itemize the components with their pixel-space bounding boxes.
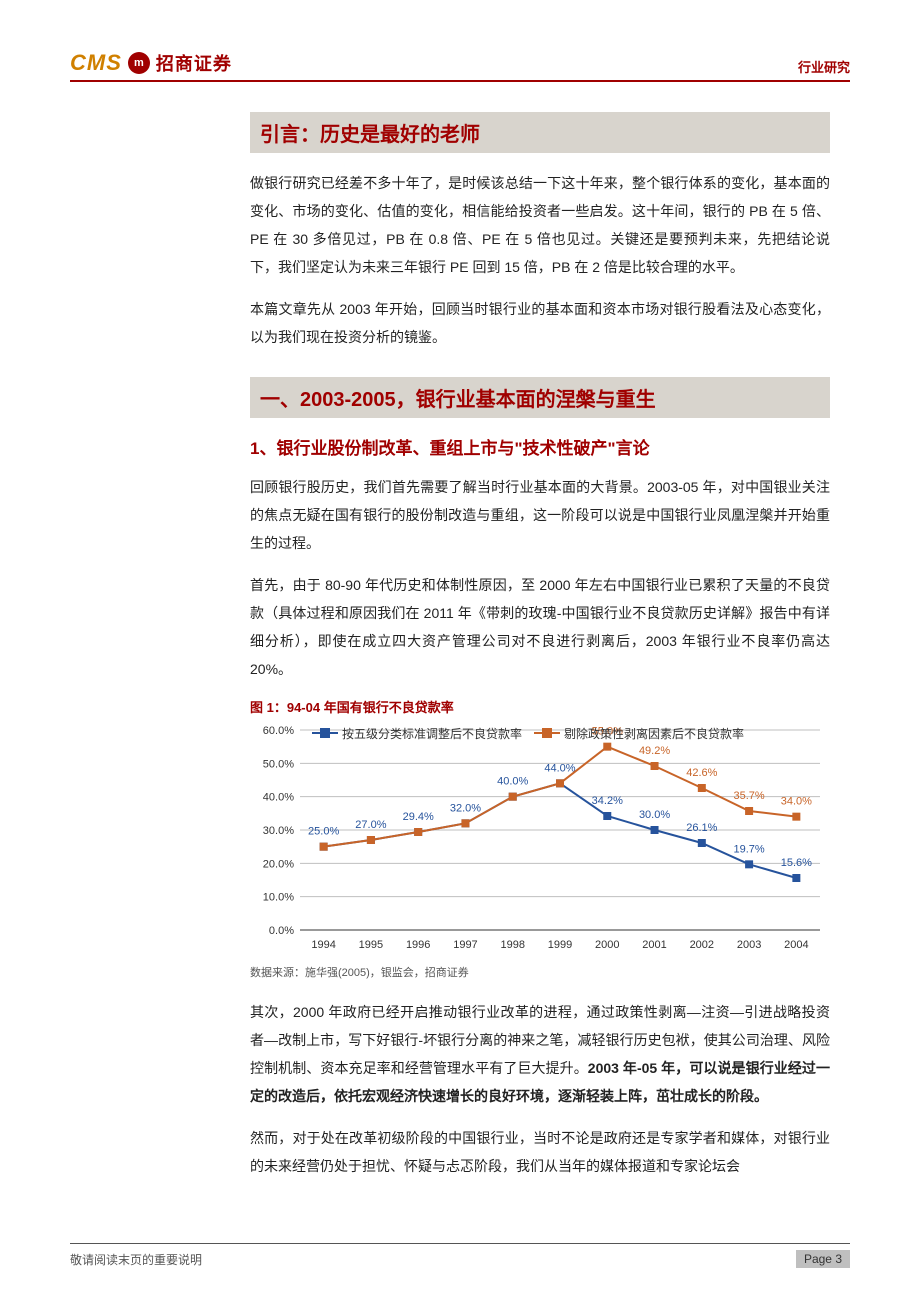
svg-text:60.0%: 60.0% xyxy=(263,725,294,737)
svg-text:2002: 2002 xyxy=(690,939,714,951)
svg-text:50.0%: 50.0% xyxy=(263,758,294,770)
svg-text:34.2%: 34.2% xyxy=(592,795,623,807)
page-header: CMS m 招商证券 行业研究 xyxy=(70,50,850,82)
logo-block: CMS m 招商证券 xyxy=(70,50,232,76)
svg-text:2003: 2003 xyxy=(737,939,761,951)
svg-text:35.7%: 35.7% xyxy=(733,790,764,802)
svg-text:2000: 2000 xyxy=(595,939,619,951)
svg-text:1994: 1994 xyxy=(311,939,335,951)
section1-p3: 其次，2000 年政府已经开启推动银行业改革的进程，通过政策性剥离—注资—引进战… xyxy=(250,998,830,1110)
intro-p1: 做银行研究已经差不多十年了，是时候该总结一下这十年来，整个银行体系的变化，基本面… xyxy=(250,169,830,281)
svg-text:30.0%: 30.0% xyxy=(639,809,670,821)
svg-text:1996: 1996 xyxy=(406,939,430,951)
figure1-title: 图 1：94-04 年国有银行不良贷款率 xyxy=(250,697,830,716)
section1-p2: 首先，由于 80-90 年代历史和体制性原因，至 2000 年左右中国银行业已累… xyxy=(250,571,830,683)
logo-en: CMS xyxy=(70,50,122,76)
svg-text:剔除政策性剥离因素后不良贷款率: 剔除政策性剥离因素后不良贷款率 xyxy=(564,726,744,741)
section1-title: 一、2003-2005，银行业基本面的涅槃与重生 xyxy=(250,377,830,418)
svg-text:32.0%: 32.0% xyxy=(450,802,481,814)
svg-text:15.6%: 15.6% xyxy=(781,857,812,869)
svg-text:1999: 1999 xyxy=(548,939,572,951)
footer-note: 敬请阅读末页的重要说明 xyxy=(70,1251,202,1268)
svg-text:2004: 2004 xyxy=(784,939,808,951)
header-category: 行业研究 xyxy=(798,57,850,76)
svg-text:30.0%: 30.0% xyxy=(263,825,294,837)
svg-text:29.4%: 29.4% xyxy=(403,811,434,823)
npl-line-chart: 0.0% 10.0% 20.0% 30.0% 40.0% 50.0% 60.0% 1994 19… xyxy=(250,720,830,960)
logo-cn: 招商证券 xyxy=(156,50,232,76)
svg-text:42.6%: 42.6% xyxy=(686,767,717,779)
svg-text:27.0%: 27.0% xyxy=(355,819,386,831)
page-footer: 敬请阅读末页的重要说明 Page 3 xyxy=(70,1243,850,1268)
svg-text:49.2%: 49.2% xyxy=(639,745,670,757)
section1-sub1: 1、银行业股份制改革、重组上市与"技术性破产"言论 xyxy=(250,434,830,459)
svg-text:1997: 1997 xyxy=(453,939,477,951)
svg-text:44.0%: 44.0% xyxy=(544,762,575,774)
svg-text:19.7%: 19.7% xyxy=(733,843,764,855)
intro-p2: 本篇文章先从 2003 年开始，回顾当时银行业的基本面和资本市场对银行股看法及心… xyxy=(250,295,830,351)
svg-text:26.1%: 26.1% xyxy=(686,822,717,834)
section1-p4: 然而，对于处在改革初级阶段的中国银行业，当时不论是政府还是专家学者和媒体，对银行… xyxy=(250,1124,830,1180)
svg-text:10.0%: 10.0% xyxy=(263,892,294,904)
figure1-source: 数据来源：施华强(2005)，银监会，招商证券 xyxy=(250,964,830,980)
logo-circle-icon: m xyxy=(128,52,150,74)
svg-text:1998: 1998 xyxy=(500,939,524,951)
main-content: 引言：历史是最好的老师 做银行研究已经差不多十年了，是时候该总结一下这十年来，整… xyxy=(250,112,830,1180)
svg-text:0.0%: 0.0% xyxy=(269,925,294,937)
figure1-chart: 0.0% 10.0% 20.0% 30.0% 40.0% 50.0% 60.0% 1994 19… xyxy=(250,720,830,960)
page-number-badge: Page 3 xyxy=(796,1250,850,1268)
intro-title: 引言：历史是最好的老师 xyxy=(250,112,830,153)
svg-text:按五级分类标准调整后不良贷款率: 按五级分类标准调整后不良贷款率 xyxy=(342,726,522,741)
svg-text:2001: 2001 xyxy=(642,939,666,951)
svg-text:1995: 1995 xyxy=(359,939,383,951)
svg-text:40.0%: 40.0% xyxy=(263,792,294,804)
svg-text:20.0%: 20.0% xyxy=(263,858,294,870)
svg-text:34.0%: 34.0% xyxy=(781,796,812,808)
section1-p1: 回顾银行股历史，我们首先需要了解当时行业基本面的大背景。2003-05 年，对中… xyxy=(250,473,830,557)
svg-text:40.0%: 40.0% xyxy=(497,776,528,788)
svg-text:25.0%: 25.0% xyxy=(308,826,339,838)
